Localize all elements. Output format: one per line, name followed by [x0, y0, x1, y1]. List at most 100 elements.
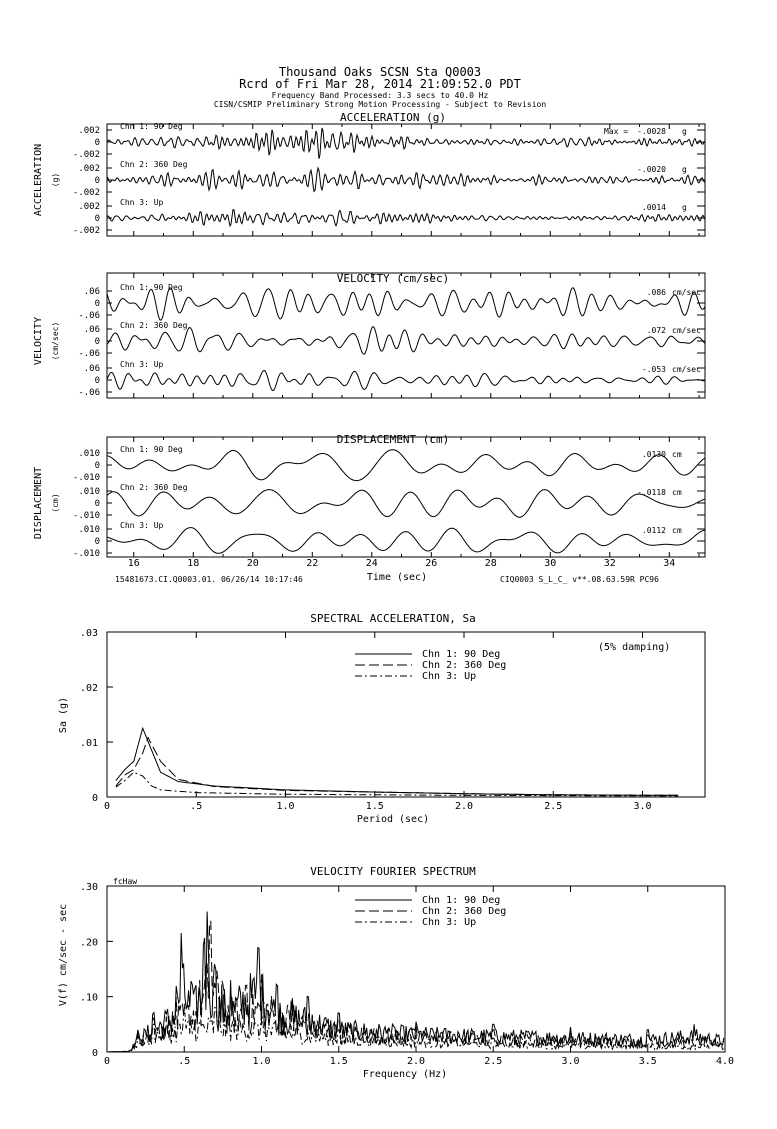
plot-frame: [106, 436, 706, 558]
time-tick-label: 28: [485, 558, 497, 569]
time-tick-label: 30: [544, 558, 556, 569]
channel-label: Chn 3: Up: [120, 360, 164, 369]
y-tick-label: -.002: [73, 188, 100, 198]
y-tick-label: .03: [80, 628, 98, 639]
y-tick-label: .10: [80, 993, 98, 1004]
peak-unit: cm: [672, 488, 682, 497]
x-tick-label: 0: [104, 801, 110, 812]
peak-value: .0112: [642, 526, 666, 535]
peak-unit: cm/sec: [672, 326, 701, 335]
y-tick-label: -.010: [73, 473, 100, 483]
time-tick-label: 24: [366, 558, 378, 569]
y-tick-label: .01: [80, 738, 98, 749]
y-tick-label: .06: [84, 287, 100, 297]
channel-label: Chn 3: Up: [120, 198, 164, 207]
panel-yunit: (g): [51, 173, 60, 187]
damping-annotation: (5% damping): [598, 642, 670, 653]
y-tick-label: 0: [95, 537, 100, 547]
time-axis: Time (sec) 15481673.CI.Q0003.01. 06/26/1…: [115, 558, 675, 584]
time-axis-label: Time (sec): [367, 572, 427, 583]
peak-value: -.0118: [637, 488, 666, 497]
y-tick-label: 0: [95, 461, 100, 471]
legend-label: Chn 3: Up: [422, 917, 476, 928]
y-tick-label: 0: [92, 793, 98, 804]
x-tick-label: .5: [190, 801, 202, 812]
panel-ylabel: VELOCITY: [33, 317, 44, 365]
channel-label: Chn 2: 360 Deg: [120, 483, 188, 492]
y-tick-label: .02: [80, 683, 98, 694]
y-tick-label: -.06: [78, 388, 100, 398]
channel-label: Chn 1: 90 Deg: [120, 122, 183, 131]
velocity-panel: VELOCITY (cm/sec) VELOCITY (cm/sec) .06 0…: [33, 272, 706, 399]
waveform-trace: [106, 325, 706, 355]
x-tick-label: 2.0: [455, 801, 473, 812]
y-tick-label: .002: [78, 126, 100, 136]
peak-value: .086: [647, 288, 666, 297]
peak-value: -.053: [642, 365, 666, 374]
y-tick-label: .30: [80, 882, 98, 893]
series-line: [107, 920, 725, 1053]
x-tick-label: 3.5: [639, 1056, 657, 1067]
x-tick-label: .5: [178, 1056, 190, 1067]
peak-value: .0130: [642, 450, 666, 459]
waveform-trace: [106, 287, 706, 321]
series-line: [115, 771, 679, 797]
channel-label: Chn 2: 360 Deg: [120, 160, 188, 169]
chart-title: VELOCITY FOURIER SPECTRUM: [310, 865, 476, 878]
panel-ylabel: ACCELERATION: [33, 144, 44, 216]
y-tick-label: -.002: [73, 226, 100, 236]
waveform-trace: [106, 489, 706, 518]
y-tick-label: 0: [95, 299, 100, 309]
peak-unit: cm/sec: [672, 288, 701, 297]
legend-label: Chn 2: 360 Deg: [422, 660, 506, 671]
peak-unit: cm: [672, 450, 682, 459]
panel-title: DISPLACEMENT (cm): [337, 433, 450, 446]
x-tick-label: 3.0: [561, 1056, 579, 1067]
y-tick-label: 0: [92, 1048, 98, 1059]
waveform-trace: [106, 208, 706, 228]
displacement-panel: DISPLACEMENT (cm) DISPLACEMENT (cm) .010…: [33, 433, 706, 559]
channel-label: Chn 1: 90 Deg: [120, 283, 183, 292]
y-tick-label: .002: [78, 202, 100, 212]
y-axis-label: V(f) cm/sec - sec: [58, 904, 69, 1006]
x-tick-label: 0: [104, 1056, 110, 1067]
y-tick-label: .010: [78, 449, 100, 459]
velocity-fourier-spectrum-chart: VELOCITY FOURIER SPECTRUM fcHaw Frequenc…: [58, 865, 734, 1080]
series-line: [107, 911, 725, 1053]
chart-title: SPECTRAL ACCELERATION, Sa: [310, 612, 476, 625]
channel-label: Chn 2: 360 Deg: [120, 321, 188, 330]
y-tick-label: 0: [95, 337, 100, 347]
panel-title: VELOCITY (cm/sec): [337, 272, 450, 285]
y-tick-label: -.010: [73, 511, 100, 521]
y-tick-label: 0: [95, 138, 100, 148]
y-tick-label: .06: [84, 325, 100, 335]
x-tick-label: 2.5: [484, 1056, 502, 1067]
waveform-trace: [106, 527, 706, 554]
waveform-trace: [106, 166, 706, 193]
time-tick-label: 34: [663, 558, 675, 569]
legend-label: Chn 3: Up: [422, 671, 476, 682]
panel-yunit: (cm/sec): [51, 322, 60, 361]
panel-yunit: (cm): [51, 493, 60, 512]
peak-value: -.0020: [637, 165, 666, 174]
peak-value: .0014: [642, 203, 666, 212]
legend-label: Chn 1: 90 Deg: [422, 895, 500, 906]
peak-unit: g: [682, 127, 687, 136]
time-tick-label: 18: [187, 558, 199, 569]
series-line: [115, 726, 679, 796]
time-tick-label: 32: [604, 558, 616, 569]
peak-unit: g: [682, 165, 687, 174]
disclaimer: CISN/CSMIP Preliminary Strong Motion Pro…: [214, 100, 547, 109]
station-title: Thousand Oaks SCSN Sta Q0003: [279, 65, 481, 79]
time-tick-label: 20: [247, 558, 259, 569]
peak-unit: g: [682, 203, 687, 212]
y-tick-label: .010: [78, 487, 100, 497]
legend-label: Chn 2: 360 Deg: [422, 906, 506, 917]
y-tick-label: 0: [95, 499, 100, 509]
y-tick-label: 0: [95, 176, 100, 186]
time-tick-label: 26: [425, 558, 437, 569]
peak-value: -.0028: [637, 127, 666, 136]
channel-label: Chn 1: 90 Deg: [120, 445, 183, 454]
peak-value: .072: [647, 326, 666, 335]
